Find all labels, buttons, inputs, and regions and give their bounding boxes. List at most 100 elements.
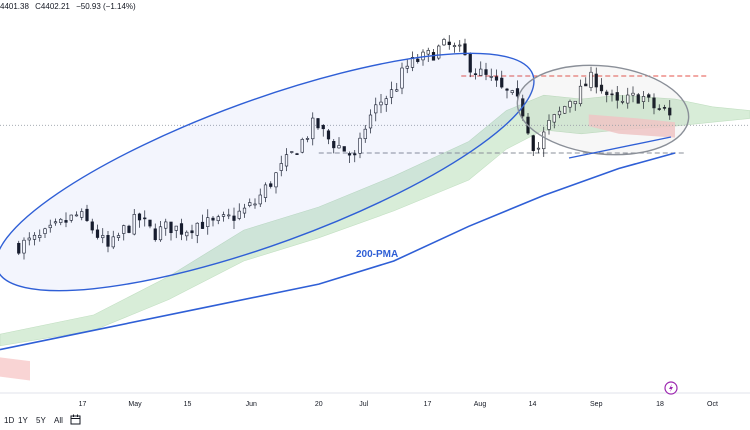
candle-body: [101, 235, 105, 239]
candle-body: [122, 225, 126, 234]
candle-body: [542, 131, 546, 150]
candle-body: [557, 110, 562, 116]
candles: [17, 35, 672, 260]
candle-body: [80, 211, 84, 218]
candle-body: [290, 151, 294, 153]
candle-body: [195, 222, 199, 236]
calendar-icon[interactable]: [70, 414, 81, 427]
candle-body: [242, 207, 247, 214]
candle-body: [347, 153, 352, 156]
candle-body: [358, 137, 362, 154]
candle-body: [615, 92, 619, 101]
candle-body: [116, 235, 121, 238]
cloud-red-left: [0, 357, 30, 381]
change-value: −50.93 (−1.14%): [76, 2, 136, 11]
candle-body: [426, 50, 430, 55]
price-chart[interactable]: 17 May 15 Jun 20 Jul 17 Aug 14 Sep 18 Oct 200-PMA: [0, 0, 750, 410]
candle-body: [321, 125, 325, 130]
candle-body: [137, 213, 142, 221]
cloud-green: [0, 94, 750, 347]
candle-body: [620, 100, 625, 103]
candle-body: [22, 239, 26, 254]
range-5y-button[interactable]: 5Y: [36, 416, 46, 425]
moving-average: [0, 152, 676, 351]
trendline: [568, 136, 672, 159]
candle-body: [484, 69, 488, 75]
candle-body: [657, 108, 661, 110]
candle-body: [95, 229, 100, 238]
candle-body: [452, 45, 457, 48]
ma-200-line: [0, 152, 676, 351]
candle-body: [584, 83, 588, 87]
candle-body: [395, 89, 399, 92]
candle-body: [311, 117, 315, 140]
candle-body: [153, 228, 157, 241]
x-tick-label: Jun: [246, 401, 257, 408]
x-tick-label: 14: [529, 401, 537, 408]
candle-body: [599, 84, 604, 92]
candle-body: [158, 226, 163, 241]
candle-body: [437, 45, 441, 59]
x-axis: 17 May 15 Jun 20 Jul 17 Aug 14 Sep 18 Oct: [0, 392, 750, 408]
x-tick-label: 15: [184, 401, 192, 408]
candle-body: [479, 68, 483, 76]
candle-body: [515, 88, 520, 97]
candle-body: [200, 221, 205, 229]
candle-body: [379, 101, 383, 106]
candle-body: [206, 217, 210, 227]
range-1d-button[interactable]: 1D: [4, 416, 15, 425]
candle-body: [531, 135, 535, 151]
ma-label: 200-PMA: [356, 249, 398, 260]
candle-body: [74, 214, 79, 217]
candle-body: [232, 215, 236, 221]
candle-body: [662, 107, 667, 109]
candle-body: [185, 231, 189, 237]
candle-body: [253, 203, 257, 206]
candle-body: [668, 107, 672, 116]
x-tick-label: Jul: [359, 401, 368, 408]
x-tick-label: 17: [424, 401, 432, 408]
candle-body: [500, 77, 504, 88]
candle-body: [248, 202, 252, 206]
candle-body: [384, 98, 388, 105]
price-levels: [0, 75, 750, 154]
candle-body: [332, 141, 336, 149]
x-tick-label: May: [128, 401, 142, 408]
candle-body: [489, 76, 493, 78]
candle-body: [59, 218, 63, 223]
lightning-icon[interactable]: [664, 381, 678, 395]
candle-body: [300, 139, 304, 153]
candle-body: [179, 223, 184, 235]
candle-body: [106, 235, 110, 247]
candle-body: [69, 214, 73, 221]
candle-body: [389, 89, 394, 98]
candle-body: [405, 65, 409, 69]
candle-body: [626, 94, 630, 104]
candle-body: [374, 104, 378, 114]
candle-body: [258, 194, 262, 205]
candle-body: [342, 146, 346, 152]
candle-body: [363, 128, 367, 140]
candle-body: [594, 73, 598, 88]
candle-body: [536, 147, 541, 150]
candle-body: [216, 216, 220, 222]
candle-body: [227, 214, 231, 217]
range-toolbar: 1D 1Y 5Y All: [0, 412, 750, 430]
range-all-button[interactable]: All: [54, 416, 63, 425]
candle-body: [284, 154, 289, 167]
candle-body: [211, 217, 215, 221]
candle-body: [169, 221, 173, 234]
candle-body: [164, 221, 168, 229]
candle-body: [221, 214, 226, 217]
candle-body: [578, 85, 583, 105]
candle-body: [641, 96, 646, 102]
candle-body: [64, 220, 68, 223]
x-tick-label: 17: [79, 401, 87, 408]
candle-body: [90, 221, 94, 231]
candle-body: [494, 76, 499, 81]
candle-body: [473, 73, 478, 75]
candle-body: [547, 120, 551, 130]
candle-body: [174, 225, 178, 231]
range-1y-button[interactable]: 1Y: [18, 416, 28, 425]
